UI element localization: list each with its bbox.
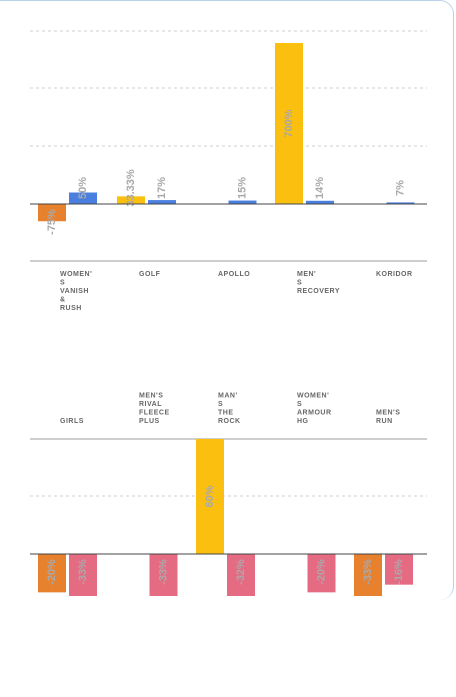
- value-label-0-2-2: 15%: [236, 177, 248, 199]
- category-label-1-1-3: PLUS: [139, 418, 160, 425]
- value-label-0-3-2: 14%: [314, 177, 326, 199]
- value-label-0-0-0: -75%: [46, 209, 58, 235]
- bar-0-0-2: [69, 192, 97, 204]
- value-label-1-1-2: -33%: [157, 559, 169, 585]
- value-label-0-0-2: 50%: [77, 177, 89, 199]
- category-label-0-2-0: APOLLO: [218, 271, 250, 278]
- category-label-0-3-1: S: [297, 280, 302, 287]
- category-label-1-2-3: ROCK: [218, 418, 241, 425]
- value-label-1-4-2: -16%: [393, 559, 405, 585]
- category-label-0-4-0: KORIDOR: [376, 271, 413, 278]
- bar-0-3-2: [306, 200, 334, 204]
- bar-1-4-2: [385, 554, 413, 585]
- category-label-1-4-0: MEN'S: [376, 410, 400, 417]
- bar-1-0-2: [69, 554, 97, 596]
- category-label-0-3-0: MEN': [297, 271, 316, 278]
- category-label-1-3-3: HG: [297, 418, 309, 425]
- value-label-1-3-2: -20%: [315, 559, 327, 585]
- category-label-1-3-0: WOMEN': [297, 393, 329, 400]
- bar-charts: -75%50% 33.33% 17% 15%700%14% 7%WOMEN'SVANIS…: [30, 30, 427, 596]
- chart-card: -75% 50% 33.33% 17% 15% 700% 14% 7% WOMEN' S VANIS…: [0, 0, 454, 600]
- value-label-1-4-0: -33%: [362, 559, 374, 585]
- value-label-0-3-1: 700%: [283, 109, 295, 137]
- category-label-1-3-2: ARMOUR: [297, 410, 332, 417]
- category-label-1-3-1: S: [297, 401, 302, 408]
- bar-0-0-0: [38, 204, 66, 222]
- category-label-1-0-0: GIRLS: [60, 418, 84, 425]
- bar-1-2-1: [196, 439, 224, 554]
- bar-1-2-2: [227, 554, 255, 596]
- category-label-1-1-1: RIVAL: [139, 401, 162, 408]
- value-label-1-0-0: -20%: [46, 559, 58, 585]
- category-label-0-0-2: VANISH: [60, 288, 89, 295]
- bar-0-1-2: [148, 200, 176, 204]
- category-label-1-2-2: THE: [218, 410, 234, 417]
- category-label-0-0-1: S: [60, 280, 65, 287]
- category-label-1-1-2: FLEECE: [139, 410, 170, 417]
- bar-0-2-2: [228, 200, 257, 204]
- bar-1-4-0: [354, 554, 382, 596]
- value-label-1-2-1: 60%: [204, 485, 216, 507]
- category-label-1-4-1: RUN: [376, 418, 393, 425]
- value-label-1-0-2: -33%: [77, 559, 89, 585]
- value-label-0-1-2: 17%: [156, 177, 168, 199]
- category-label-0-0-3: &: [60, 297, 66, 304]
- bar-1-1-2: [149, 554, 178, 596]
- bar-0-1-1: [117, 196, 145, 204]
- category-label-1-2-1: S: [218, 401, 223, 408]
- category-label-0-0-0: WOMEN': [60, 271, 92, 278]
- bar-1-3-2: [307, 554, 336, 593]
- category-label-1-2-0: MAN': [218, 393, 238, 400]
- bar-0-4-2: [386, 202, 415, 205]
- value-label-1-2-2: -32%: [235, 559, 247, 585]
- category-label-0-1-0: GOLF: [139, 271, 161, 278]
- category-label-0-3-2: RECOVERY: [297, 288, 340, 295]
- bar-0-3-1: [275, 43, 303, 204]
- value-label-0-1-1: 33.33%: [125, 169, 137, 207]
- bar-1-0-0: [38, 554, 66, 593]
- category-label-0-0-4: RUSH: [60, 305, 82, 312]
- category-label-1-1-0: MEN'S: [139, 393, 163, 400]
- value-label-0-4-2: 7%: [394, 180, 406, 196]
